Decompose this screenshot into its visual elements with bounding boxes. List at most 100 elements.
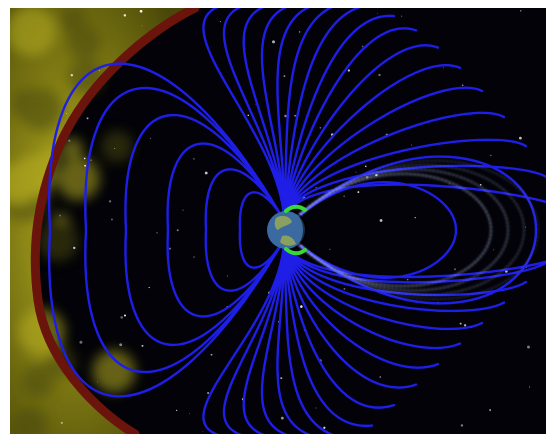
star bbox=[247, 114, 249, 117]
aurora-north bbox=[284, 204, 307, 213]
star bbox=[490, 154, 492, 157]
star bbox=[139, 9, 143, 13]
star bbox=[442, 67, 444, 69]
field-line-open-south bbox=[276, 242, 312, 434]
field-line-open-south bbox=[282, 242, 546, 284]
star bbox=[219, 21, 221, 23]
field-line-open-south bbox=[282, 242, 418, 389]
star bbox=[120, 316, 124, 319]
star bbox=[519, 10, 522, 12]
aurora-south bbox=[284, 247, 307, 256]
field-line-open-south bbox=[282, 242, 440, 369]
star bbox=[361, 45, 364, 48]
field-line-open-south bbox=[202, 242, 286, 434]
field-line-open-north bbox=[282, 183, 546, 218]
star bbox=[119, 343, 123, 347]
star bbox=[460, 424, 464, 427]
star bbox=[298, 31, 301, 33]
star bbox=[188, 413, 190, 415]
solar-wind-cloud bbox=[101, 130, 133, 163]
star bbox=[148, 286, 150, 289]
field-line-open-south bbox=[242, 242, 286, 434]
star bbox=[524, 226, 526, 228]
star bbox=[300, 305, 303, 308]
star bbox=[355, 171, 357, 173]
field-line-open-south bbox=[282, 242, 335, 434]
star bbox=[319, 126, 322, 129]
star bbox=[193, 158, 195, 160]
bow-shock-boundary bbox=[30, 8, 200, 434]
star bbox=[401, 15, 403, 17]
star bbox=[210, 353, 213, 356]
radiation-belt bbox=[293, 160, 539, 300]
field-line-dayside bbox=[47, 62, 288, 398]
star bbox=[454, 268, 457, 271]
field-line-nightside bbox=[290, 155, 538, 305]
solar-wind-cloud bbox=[19, 88, 63, 131]
star bbox=[59, 214, 61, 217]
star bbox=[156, 231, 158, 234]
star bbox=[479, 183, 482, 186]
star bbox=[182, 209, 184, 211]
solar-wind-cloud bbox=[10, 8, 57, 56]
field-line-open-north bbox=[282, 86, 484, 218]
field-line-open-south bbox=[282, 242, 546, 279]
star bbox=[365, 165, 367, 168]
star bbox=[65, 113, 68, 115]
field-line-dayside bbox=[238, 191, 288, 269]
radiation-belt-band bbox=[293, 160, 539, 300]
star bbox=[207, 391, 210, 395]
field-line-open-north bbox=[282, 64, 462, 218]
star bbox=[99, 70, 101, 72]
star bbox=[111, 218, 113, 221]
star bbox=[176, 229, 179, 232]
star bbox=[272, 40, 275, 44]
star bbox=[86, 117, 89, 120]
solar-wind-cloud bbox=[38, 221, 79, 262]
star bbox=[90, 159, 92, 161]
field-line-open-north bbox=[202, 8, 286, 218]
star bbox=[315, 407, 317, 409]
star bbox=[411, 144, 412, 146]
star bbox=[323, 426, 326, 429]
star bbox=[343, 287, 346, 290]
solar-wind-cloud bbox=[92, 349, 136, 393]
star bbox=[193, 256, 195, 258]
solar-wind-cloud bbox=[61, 137, 83, 160]
star bbox=[70, 73, 74, 77]
star bbox=[493, 249, 495, 251]
solar-wind-cloud bbox=[67, 25, 102, 60]
star bbox=[84, 164, 86, 167]
star bbox=[294, 114, 296, 117]
radiation-belt-band bbox=[293, 169, 509, 291]
field-line-open-south bbox=[282, 242, 506, 313]
star bbox=[60, 421, 63, 424]
field-line-open-south bbox=[282, 242, 396, 409]
star bbox=[141, 25, 143, 27]
field-line-open-north bbox=[282, 44, 440, 218]
star bbox=[329, 248, 331, 250]
field-line-open-north bbox=[282, 164, 546, 218]
star bbox=[141, 344, 144, 347]
star bbox=[175, 409, 178, 412]
star bbox=[378, 73, 381, 77]
star bbox=[283, 75, 286, 78]
field-line-dayside bbox=[84, 86, 288, 374]
star bbox=[83, 157, 86, 160]
star bbox=[123, 314, 127, 317]
field-line-open-north bbox=[282, 8, 361, 218]
star bbox=[114, 147, 116, 149]
star bbox=[226, 275, 228, 277]
star bbox=[379, 219, 383, 222]
star bbox=[376, 12, 378, 14]
star bbox=[519, 136, 522, 140]
magnetic-field-lines bbox=[47, 8, 546, 434]
star bbox=[284, 114, 287, 118]
field-line-open-north bbox=[282, 111, 506, 218]
field-line-open-north bbox=[276, 8, 311, 218]
star bbox=[168, 247, 172, 250]
field-line-open-south bbox=[222, 242, 286, 434]
solar-wind-cloud bbox=[56, 157, 100, 201]
